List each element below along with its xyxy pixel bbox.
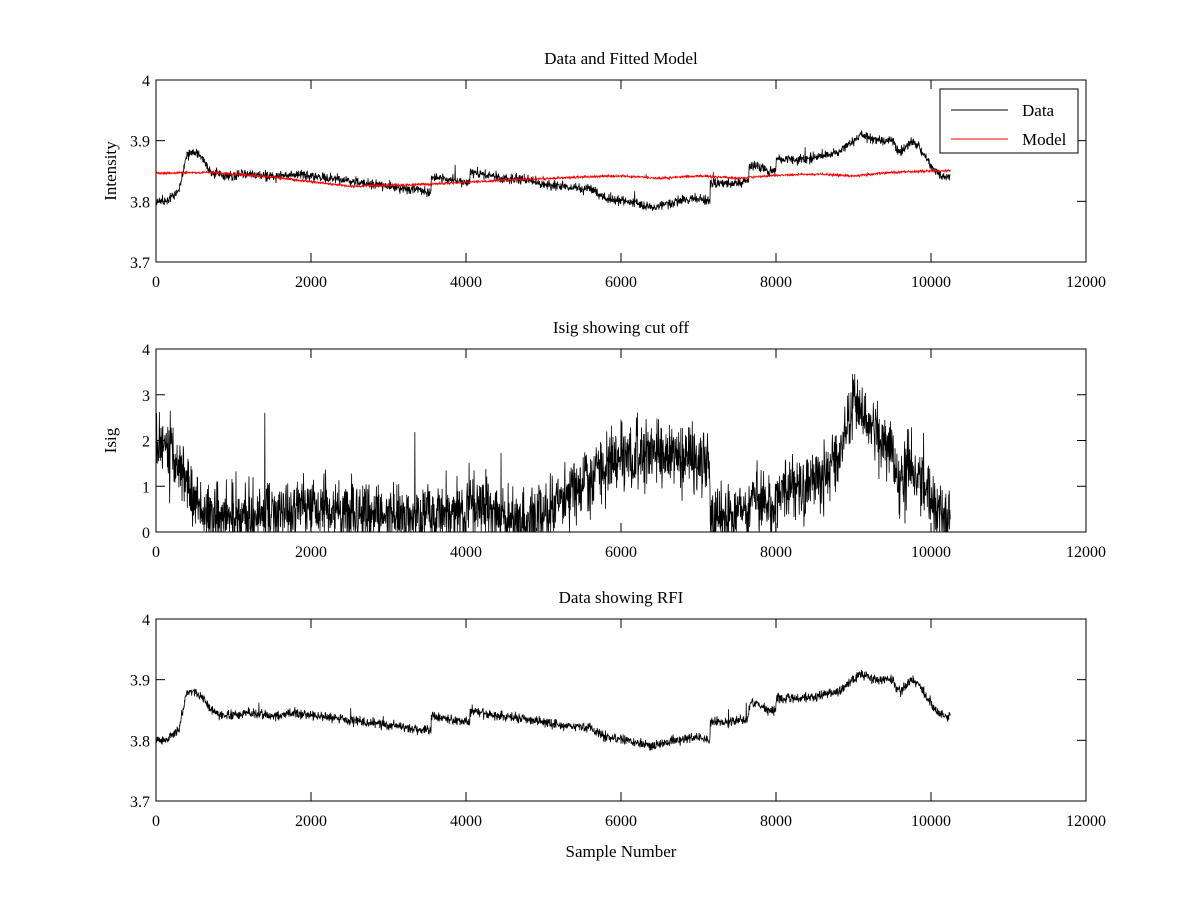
y-tick-label: 3.8 xyxy=(130,733,150,750)
chart-panel-2: 0 2000 4000 6000 8000 10000 12000 0 1 2 3 4 Isig sho… xyxy=(101,318,1106,561)
chart-title: Isig showing cut off xyxy=(553,318,689,337)
x-tick-label: 12000 xyxy=(1066,813,1106,830)
x-axis-label: Sample Number xyxy=(566,842,677,861)
y-tick-label: 0 xyxy=(142,525,150,542)
y-tick-label: 1 xyxy=(142,479,150,496)
x-tick-label: 0 xyxy=(152,274,160,291)
x-tick-label: 4000 xyxy=(450,274,482,291)
chart-title: Data showing RFI xyxy=(559,588,684,607)
x-tick-label: 6000 xyxy=(605,544,637,561)
x-tick-label: 10000 xyxy=(911,813,951,830)
y-tick-label: 2 xyxy=(142,434,150,451)
legend: Data Model xyxy=(939,88,1079,154)
y-tick-label: 3.9 xyxy=(130,134,150,151)
x-tick-label: 6000 xyxy=(605,274,637,291)
x-tick-label: 12000 xyxy=(1066,274,1106,291)
x-tick-label: 12000 xyxy=(1066,544,1106,561)
y-tick-label: 4 xyxy=(142,342,150,359)
x-tick-label: 0 xyxy=(152,813,160,830)
chart-panel-1: 0 2000 4000 6000 8000 10000 12000 3.7 3.8 3.9 4 Dat… xyxy=(101,49,1106,291)
plot-frame xyxy=(155,618,1087,802)
x-tick-label: 8000 xyxy=(760,544,792,561)
y-tick-label: 4 xyxy=(142,612,150,629)
x-tick-label: 8000 xyxy=(760,813,792,830)
chart-title: Data and Fitted Model xyxy=(544,49,698,68)
y-tick-label: 3.7 xyxy=(130,255,150,272)
x-tick-label: 0 xyxy=(152,544,160,561)
y-tick-label: 3 xyxy=(142,388,150,405)
x-tick-label: 10000 xyxy=(911,274,951,291)
legend-entry: Data xyxy=(1022,101,1055,120)
x-tick-label: 6000 xyxy=(605,813,637,830)
x-tick-label: 2000 xyxy=(295,274,327,291)
x-tick-label: 2000 xyxy=(295,544,327,561)
x-tick-label: 2000 xyxy=(295,813,327,830)
y-tick-label: 3.7 xyxy=(130,794,150,811)
legend-box xyxy=(939,88,1079,154)
x-tick-label: 8000 xyxy=(760,274,792,291)
y-axis-label: Intensity xyxy=(101,141,120,201)
chart-panel-3: 0 2000 4000 6000 8000 10000 12000 3.7 3.8 3.9 4 Dat… xyxy=(130,588,1106,861)
series-line-1 xyxy=(156,130,951,211)
x-tick-label: 10000 xyxy=(911,544,951,561)
x-tick-label: 4000 xyxy=(450,813,482,830)
y-axis-label: Isig xyxy=(101,427,120,453)
y-tick-label: 3.8 xyxy=(130,194,150,211)
legend-entry: Model xyxy=(1022,130,1067,149)
series-line-2 xyxy=(156,168,951,189)
x-tick-label: 4000 xyxy=(450,544,482,561)
series-line-1 xyxy=(156,374,951,532)
y-tick-label: 3.9 xyxy=(130,673,150,690)
y-tick-label: 4 xyxy=(142,73,150,90)
series-line-1 xyxy=(156,669,951,751)
